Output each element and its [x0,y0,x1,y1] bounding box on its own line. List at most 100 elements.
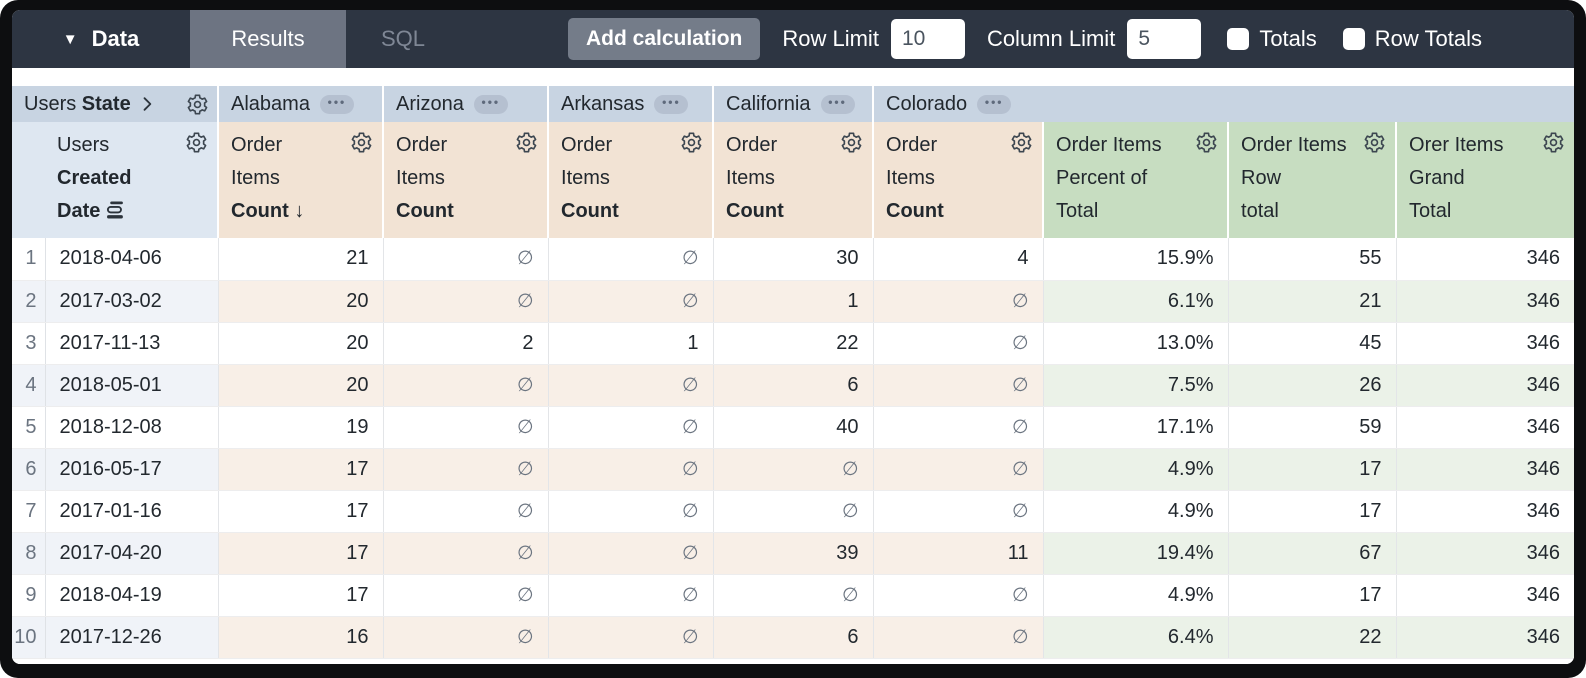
calc-cell-percent[interactable]: 6.4% [1043,616,1229,659]
calc-header-percent-of-total[interactable]: Order Items Percent of Total [1042,122,1229,238]
measure-cell[interactable]: 1 [713,280,874,323]
tab-data[interactable]: ▼ Data [12,10,190,68]
measure-cell[interactable]: 17 [218,532,384,575]
date-cell[interactable]: 2017-04-20 [45,532,219,575]
calc-cell-grand-total[interactable]: 346 [1396,280,1574,323]
measure-cell[interactable]: 30 [713,238,874,281]
measure-cell[interactable]: 17 [218,574,384,617]
measure-cell[interactable]: 20 [218,364,384,407]
gear-icon[interactable] [1363,131,1386,154]
calc-cell-percent[interactable]: 15.9% [1043,238,1229,281]
pivot-value-california[interactable]: California ••• [712,86,874,122]
pivot-value-arizona[interactable]: Arizona ••• [382,86,549,122]
date-cell[interactable]: 2016-05-17 [45,448,219,491]
calc-cell-row-total[interactable]: 21 [1228,280,1397,323]
gear-icon[interactable] [515,131,538,154]
measure-cell[interactable]: 2 [383,322,549,365]
date-cell[interactable]: 2018-04-06 [45,238,219,281]
gear-icon[interactable] [1195,131,1218,154]
calc-cell-grand-total[interactable]: 346 [1396,238,1574,281]
pivot-value-alabama[interactable]: Alabama ••• [217,86,384,122]
gear-icon[interactable] [185,131,208,154]
measure-header-arizona-count[interactable]: Order Items Count [382,122,549,238]
calc-cell-grand-total[interactable]: 346 [1396,322,1574,365]
row-totals-checkbox[interactable] [1342,28,1365,50]
calc-header-row-total[interactable]: Order Items Row total [1227,122,1397,238]
calc-cell-grand-total[interactable]: 346 [1396,448,1574,491]
calc-cell-row-total[interactable]: 67 [1228,532,1397,575]
pivot-options-icon[interactable]: ••• [473,94,508,114]
calc-cell-percent[interactable]: 7.5% [1043,364,1229,407]
calc-cell-percent[interactable]: 19.4% [1043,532,1229,575]
calc-cell-percent[interactable]: 4.9% [1043,490,1229,533]
calc-cell-row-total[interactable]: 59 [1228,406,1397,449]
pivot-value-colorado[interactable]: Colorado ••• [872,86,1044,122]
gear-icon[interactable] [186,93,209,116]
calc-cell-row-total[interactable]: 55 [1228,238,1397,281]
gear-icon[interactable] [1010,131,1033,154]
pivot-field-header[interactable]: Users State [12,86,219,122]
calc-cell-row-total[interactable]: 45 [1228,322,1397,365]
pivot-options-icon[interactable]: ••• [977,94,1012,114]
totals-checkbox[interactable] [1227,28,1250,50]
calc-cell-grand-total[interactable]: 346 [1396,406,1574,449]
measure-header-california-count[interactable]: Order Items Count [712,122,874,238]
calc-cell-percent[interactable]: 17.1% [1043,406,1229,449]
measure-cell[interactable]: 4 [873,238,1044,281]
calc-cell-row-total[interactable]: 17 [1228,490,1397,533]
measure-cell[interactable]: 17 [218,448,384,491]
calc-cell-row-total[interactable]: 17 [1228,574,1397,617]
measure-cell[interactable]: 22 [713,322,874,365]
gear-icon[interactable] [1542,131,1565,154]
measure-header-colorado-count[interactable]: Order Items Count [872,122,1044,238]
measure-cell[interactable]: 20 [218,322,384,365]
date-cell[interactable]: 2017-01-16 [45,490,219,533]
measure-cell[interactable]: 19 [218,406,384,449]
calc-cell-row-total[interactable]: 22 [1228,616,1397,659]
tab-results[interactable]: Results [190,10,346,68]
date-cell[interactable]: 2017-11-13 [45,322,219,365]
date-cell[interactable]: 2017-03-02 [45,280,219,323]
date-cell[interactable]: 2018-04-19 [45,574,219,617]
measure-cell[interactable]: 11 [873,532,1044,575]
calc-cell-grand-total[interactable]: 346 [1396,532,1574,575]
calc-cell-grand-total[interactable]: 346 [1396,364,1574,407]
measure-cell[interactable]: 21 [218,238,384,281]
gear-icon[interactable] [680,131,703,154]
calc-cell-percent[interactable]: 6.1% [1043,280,1229,323]
pivot-options-icon[interactable]: ••• [319,94,354,114]
date-cell[interactable]: 2018-12-08 [45,406,219,449]
measure-cell[interactable]: 6 [713,364,874,407]
measure-header-arkansas-count[interactable]: Order Items Count [547,122,714,238]
calc-cell-grand-total[interactable]: 346 [1396,616,1574,659]
measure-cell[interactable]: 1 [548,322,714,365]
measure-cell[interactable]: 39 [713,532,874,575]
gear-icon[interactable] [840,131,863,154]
column-limit-input[interactable] [1127,19,1202,59]
date-cell[interactable]: 2018-05-01 [45,364,219,407]
calc-header-grand-total[interactable]: Orer Items Grand Total [1395,122,1574,238]
measure-cell[interactable]: 20 [218,280,384,323]
measure-cell[interactable]: 16 [218,616,384,659]
measure-cell[interactable]: 17 [218,490,384,533]
calc-cell-percent[interactable]: 13.0% [1043,322,1229,365]
calc-cell-percent[interactable]: 4.9% [1043,574,1229,617]
pivot-options-icon[interactable]: ••• [820,94,855,114]
calc-cell-grand-total[interactable]: 346 [1396,490,1574,533]
calc-cell-percent[interactable]: 4.9% [1043,448,1229,491]
row-limit-input[interactable] [890,19,965,59]
calc-cell-row-total[interactable]: 17 [1228,448,1397,491]
pivot-options-icon[interactable]: ••• [654,94,689,114]
gear-icon[interactable] [350,131,373,154]
add-calculation-button[interactable]: Add calculation [568,18,761,60]
measure-cell[interactable]: 6 [713,616,874,659]
calc-cell-row-total[interactable]: 26 [1228,364,1397,407]
tab-sql[interactable]: SQL [346,10,460,68]
pivot-value-arkansas[interactable]: Arkansas ••• [547,86,714,122]
calc-cell-grand-total[interactable]: 346 [1396,574,1574,617]
measure-header-alabama-count[interactable]: Order Items Count ↓ [217,122,384,238]
measure-cell[interactable]: 40 [713,406,874,449]
dimension-header-users-created-date[interactable]: Users Created Date [45,122,219,238]
date-cell[interactable]: 2017-12-26 [45,616,219,659]
